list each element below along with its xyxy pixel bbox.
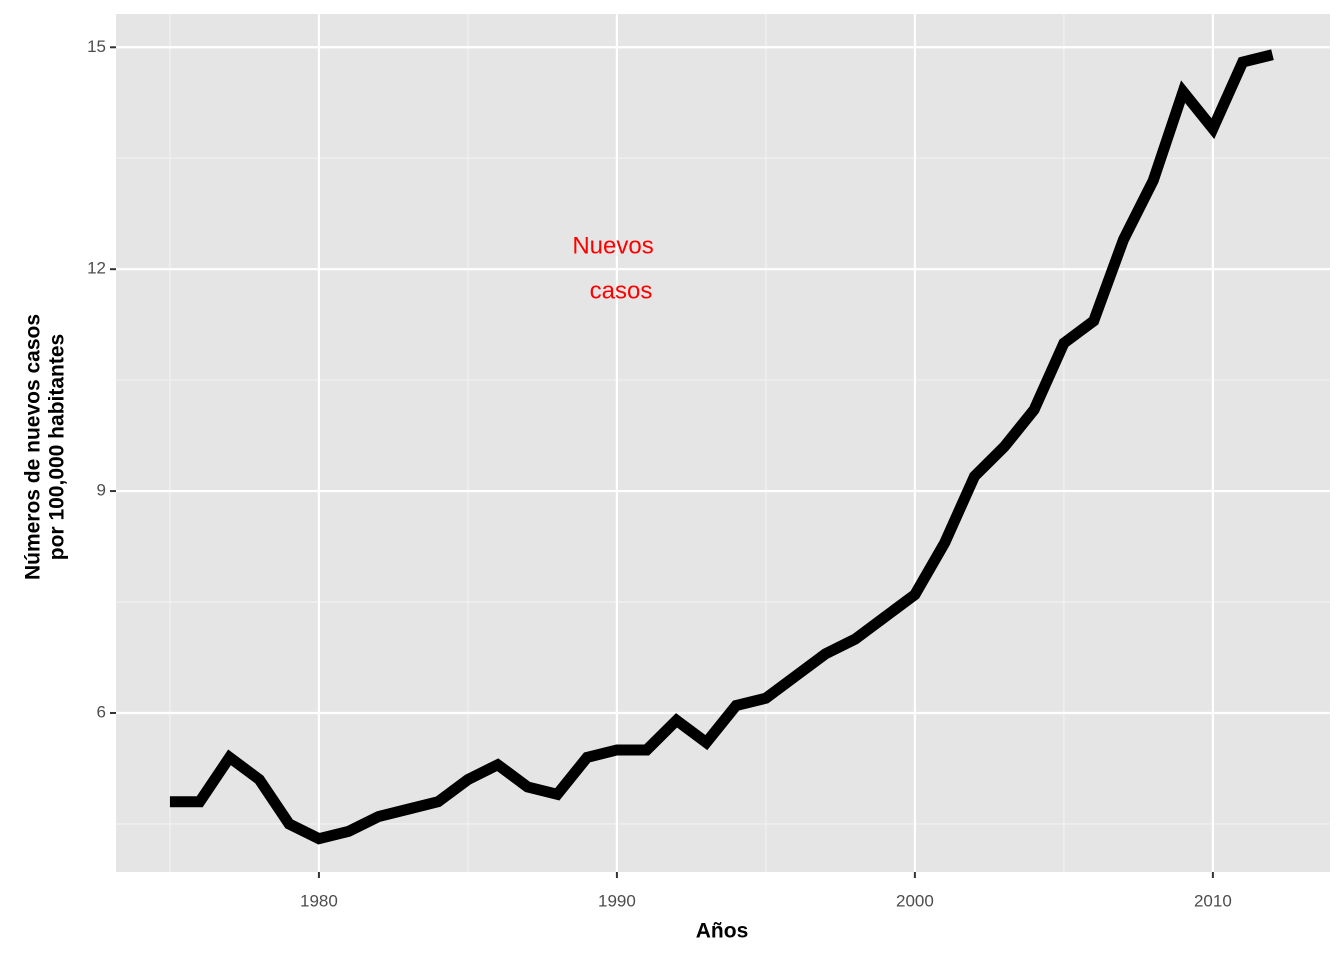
- y-axis-title: Números de nuevos casos por 100,000 habi…: [22, 314, 69, 580]
- y-axis-title-line: Números de nuevos casos: [22, 314, 45, 580]
- y-axis-title-line: por 100,000 habitantes: [46, 334, 69, 560]
- annotation: Nuevos: [572, 232, 653, 259]
- x-tick-label: 2000: [896, 891, 934, 910]
- x-tick-label: 2010: [1194, 891, 1232, 910]
- grid: [116, 14, 1330, 872]
- x-tick-label: 1980: [300, 891, 338, 910]
- marks: [169, 49, 1274, 845]
- y-tick-label: 6: [97, 702, 106, 721]
- y-tick-label: 9: [97, 481, 106, 500]
- annotation: casos: [590, 277, 653, 304]
- x-tick-label: 1990: [598, 891, 636, 910]
- line: [169, 49, 1274, 845]
- y-tick-label: 12: [87, 259, 106, 278]
- panel: [116, 14, 1330, 872]
- x-axis-title: Años: [696, 920, 749, 943]
- y-tick-label: 15: [87, 37, 106, 56]
